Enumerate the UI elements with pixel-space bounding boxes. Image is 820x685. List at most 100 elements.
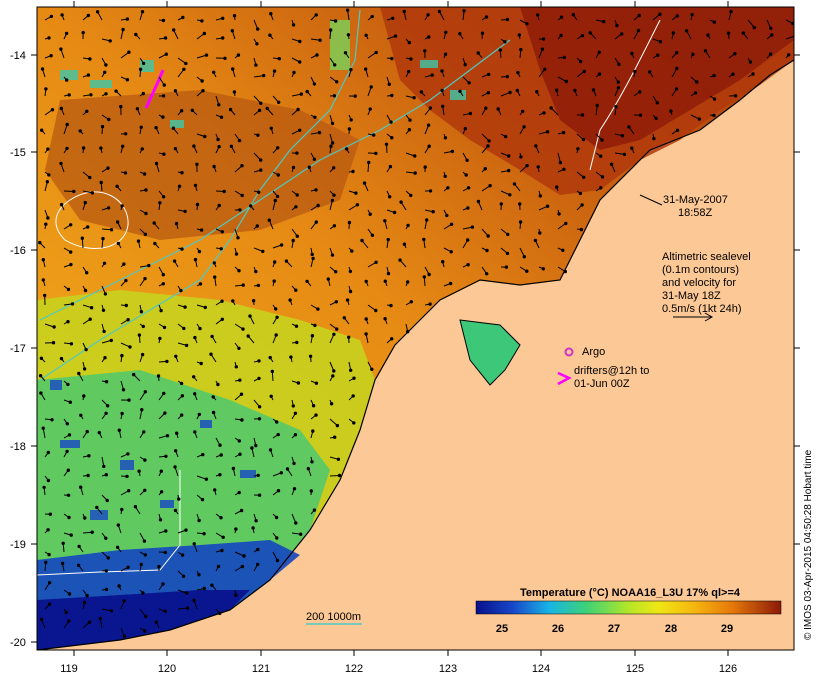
lat-tick-label: -14 <box>10 50 26 62</box>
velocity-arrowhead <box>389 196 391 198</box>
velocity-arrowhead <box>592 89 594 91</box>
velocity-arrowhead <box>250 205 252 207</box>
velocity-arrowhead <box>133 373 135 375</box>
velocity-arrowhead <box>309 355 311 357</box>
velocity-arrowhead <box>217 565 219 567</box>
velocity-arrowhead <box>488 140 490 142</box>
velocity-arrowhead <box>96 506 98 508</box>
velocity-arrowhead <box>224 57 226 59</box>
velocity-arrowhead <box>48 174 50 176</box>
velocity-arrowhead <box>260 102 262 104</box>
velocity-arrowhead <box>572 14 574 16</box>
velocity-arrowhead <box>204 306 206 308</box>
velocity-arrowhead <box>399 259 401 261</box>
velocity-arrowhead <box>128 51 130 53</box>
velocity-arrowhead <box>51 419 53 421</box>
velocity-arrowhead <box>142 62 144 64</box>
velocity-arrowhead <box>391 338 393 340</box>
velocity-arrowhead <box>464 63 466 65</box>
velocity-arrowhead <box>233 91 235 93</box>
velocity-arrowhead <box>269 34 271 36</box>
velocity-arrowhead <box>162 274 164 276</box>
date-label: 31-May-2007 <box>663 194 728 206</box>
velocity-arrowhead <box>508 155 510 157</box>
velocity-arrowhead <box>333 95 335 97</box>
velocity-arrowhead <box>676 52 678 54</box>
velocity-arrowhead <box>86 272 88 274</box>
velocity-arrowhead <box>144 489 146 491</box>
velocity-arrowhead <box>66 423 68 425</box>
velocity-arrowhead <box>107 167 109 169</box>
velocity-arrowhead <box>210 353 212 355</box>
velocity-arrowhead <box>165 455 167 457</box>
legend-line: 0.5m/s (1kt 24h) <box>662 303 741 315</box>
velocity-arrowhead <box>506 252 508 254</box>
velocity-arrowhead <box>180 382 182 384</box>
velocity-arrowhead <box>139 68 141 70</box>
velocity-arrowhead <box>426 219 428 221</box>
velocity-arrowhead <box>369 213 371 215</box>
velocity-arrowhead <box>127 566 129 568</box>
velocity-arrowhead <box>126 475 128 477</box>
velocity-arrowhead <box>349 270 351 272</box>
velocity-arrowhead <box>285 260 287 262</box>
velocity-arrowhead <box>164 37 166 39</box>
velocity-arrowhead <box>46 181 48 183</box>
velocity-arrowhead <box>154 242 156 244</box>
velocity-arrowhead <box>237 54 239 56</box>
velocity-arrowhead <box>257 134 259 136</box>
velocity-arrowhead <box>639 114 641 116</box>
velocity-arrowhead <box>255 64 257 66</box>
velocity-arrowhead <box>217 138 219 140</box>
velocity-arrowhead <box>86 430 88 432</box>
credit-text: © IMOS 03-Apr-2015 04:50:28 Hobart time <box>803 449 814 640</box>
velocity-arrowhead <box>165 530 167 532</box>
velocity-arrowhead <box>164 412 166 414</box>
time-label: 18:58Z <box>678 207 713 219</box>
velocity-arrowhead <box>318 131 320 133</box>
velocity-arrowhead <box>174 90 176 92</box>
velocity-arrowhead <box>471 226 473 228</box>
velocity-arrowhead <box>202 90 204 92</box>
velocity-arrowhead <box>276 195 278 197</box>
velocity-arrowhead <box>438 10 440 12</box>
velocity-arrowhead <box>175 222 177 224</box>
velocity-arrowhead <box>307 468 309 470</box>
velocity-arrowhead <box>276 537 278 539</box>
velocity-arrowhead <box>313 158 315 160</box>
velocity-arrowhead <box>162 583 164 585</box>
velocity-arrowhead <box>90 307 92 309</box>
velocity-arrowhead <box>258 406 260 408</box>
velocity-arrowhead <box>241 419 243 421</box>
velocity-arrowhead <box>334 20 336 22</box>
velocity-arrowhead <box>365 333 367 335</box>
velocity-arrowhead <box>157 375 159 377</box>
velocity-arrowhead <box>713 114 715 116</box>
velocity-arrowhead <box>106 499 108 501</box>
velocity-arrowhead <box>258 109 260 111</box>
velocity-arrowhead <box>290 356 292 358</box>
velocity-arrowhead <box>487 92 489 94</box>
velocity-arrowhead <box>211 335 213 337</box>
velocity-arrowhead <box>44 294 46 296</box>
velocity-arrowhead <box>371 234 373 236</box>
velocity-arrowhead <box>49 513 51 515</box>
velocity-arrowhead <box>277 433 279 435</box>
velocity-arrowhead <box>299 129 301 131</box>
velocity-arrowhead <box>252 527 254 529</box>
velocity-arrowhead <box>258 360 260 362</box>
velocity-arrowhead <box>121 205 123 207</box>
velocity-arrowhead <box>517 71 519 73</box>
velocity-arrowhead <box>445 31 447 33</box>
velocity-arrowhead <box>600 155 602 157</box>
velocity-arrowhead <box>353 422 355 424</box>
velocity-arrowhead <box>181 395 183 397</box>
velocity-arrowhead <box>310 490 312 492</box>
velocity-arrowhead <box>50 55 52 57</box>
velocity-arrowhead <box>676 129 678 131</box>
velocity-arrowhead <box>270 13 272 15</box>
velocity-arrowhead <box>118 585 120 587</box>
velocity-arrowhead <box>247 335 249 337</box>
velocity-arrowhead <box>331 122 333 124</box>
velocity-arrowhead <box>656 102 658 104</box>
